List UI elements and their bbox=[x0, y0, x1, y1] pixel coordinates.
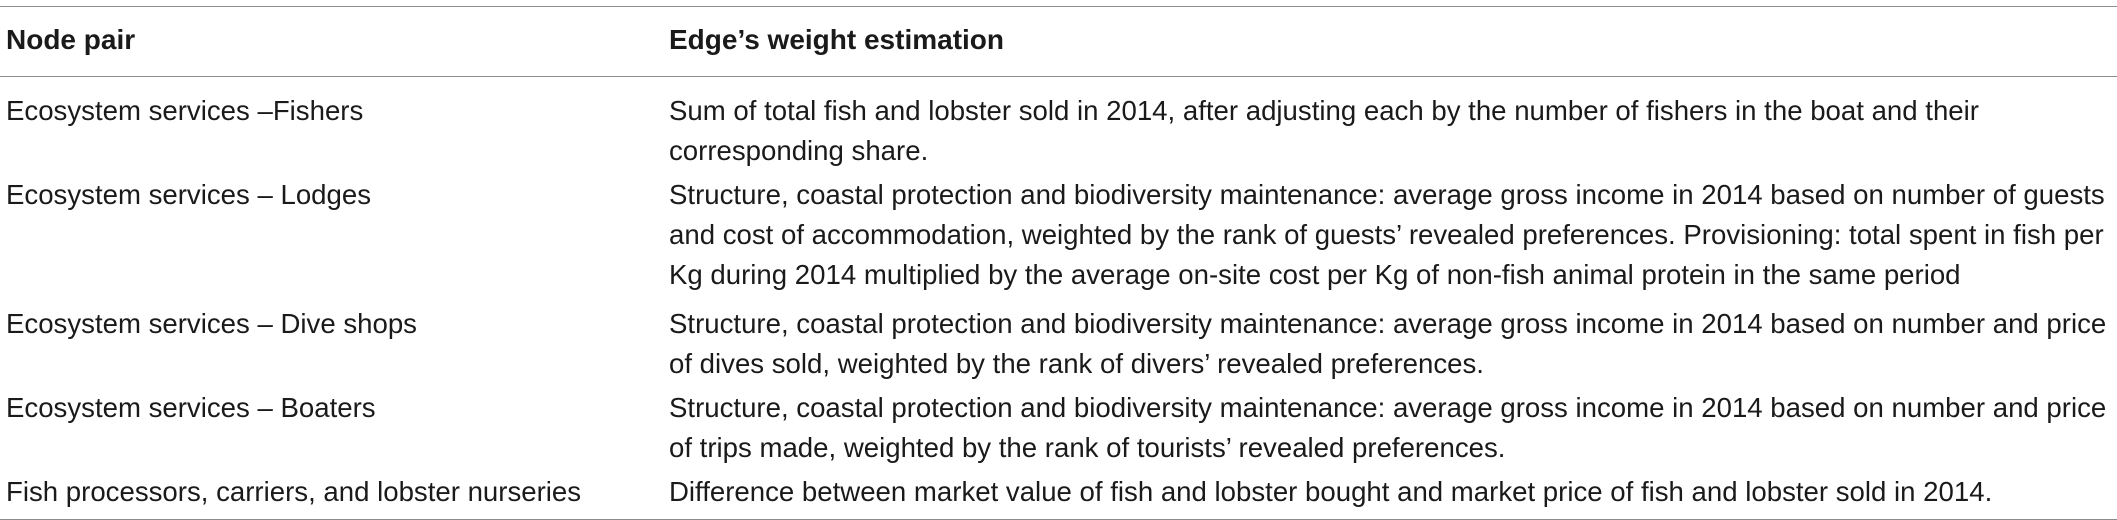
table-row-4-estimation: Structure, coastal protection and biodiv… bbox=[669, 392, 2107, 463]
table-row-5-estimation: Difference between market value of fish … bbox=[669, 476, 1993, 507]
table-row-1-estimation: Sum of total fish and lobster sold in 20… bbox=[669, 95, 1979, 166]
table-row-2-estimation: Structure, coastal protection and biodiv… bbox=[669, 179, 2105, 290]
table-row-5-node-pair: Fish processors, carriers, and lobster n… bbox=[6, 476, 582, 507]
table-row-1-node-pair: Ecosystem services –Fishers bbox=[6, 95, 364, 126]
table-top-rule bbox=[0, 6, 2117, 7]
table-row-2-node-pair: Ecosystem services – Lodges bbox=[6, 179, 372, 210]
header-rule bbox=[0, 76, 2117, 77]
table-row-3-estimation: Structure, coastal protection and biodiv… bbox=[669, 308, 2107, 379]
table-row-3-node-pair: Ecosystem services – Dive shops bbox=[6, 308, 417, 339]
header-edge-weight-estimation: Edge’s weight estimation bbox=[669, 24, 1005, 55]
header-node-pair: Node pair bbox=[6, 24, 136, 55]
table-row-4-node-pair: Ecosystem services – Boaters bbox=[6, 392, 376, 423]
